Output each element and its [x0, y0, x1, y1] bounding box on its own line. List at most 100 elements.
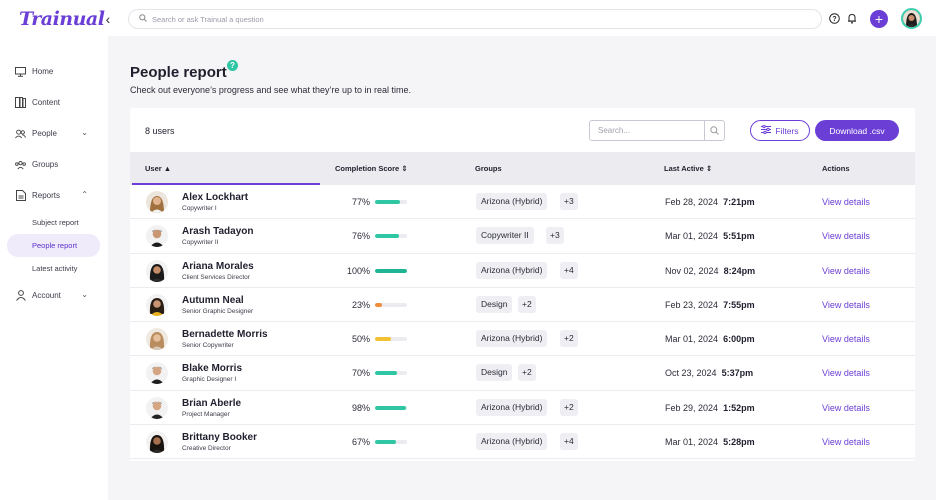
user-name[interactable]: Ariana Morales [182, 260, 254, 272]
main-content: People report ? Check out everyone’s pro… [108, 36, 936, 500]
filters-label: Filters [775, 125, 799, 136]
user-icon [15, 290, 26, 301]
plus-icon: + [874, 11, 884, 27]
avatar[interactable] [146, 431, 168, 454]
completion-percent: 100% [346, 265, 370, 276]
more-groups-chip[interactable]: +4 [560, 433, 578, 451]
user-name[interactable]: Alex Lockhart [182, 192, 249, 203]
avatar[interactable] [146, 259, 168, 282]
chevron-left-icon[interactable]: ‹ [105, 11, 111, 27]
completion-bar-fill [375, 302, 383, 307]
user-title: Graphic Designer I [182, 376, 237, 384]
group-chip: Design [476, 295, 513, 313]
avatar[interactable] [146, 225, 168, 248]
user-name[interactable]: Arash Tadayon [182, 226, 254, 238]
user-title: Copywriter II [182, 239, 219, 247]
user-title: Project Manager [182, 410, 230, 418]
table-row: Arash Tadayon Copywriter II 76% Copywriter … [130, 219, 915, 254]
last-active: Mar 01, 2024 5:28pm [665, 437, 755, 448]
last-active: Mar 01, 2024 5:51pm [665, 231, 755, 242]
view-details-link[interactable]: View details [822, 197, 870, 207]
sort-icon: ⇕ [705, 164, 713, 173]
view-details-link[interactable]: View details [822, 334, 870, 345]
table-row: Autumn Neal Senior Graphic Designer 23% Des… [130, 288, 915, 323]
avatar[interactable] [146, 362, 168, 385]
view-details-link[interactable]: View details [822, 368, 870, 379]
completion-bar-fill [375, 200, 400, 204]
user-name[interactable]: Brittany Booker [182, 432, 258, 444]
avatar[interactable] [146, 328, 168, 351]
more-groups-chip[interactable]: +3 [546, 227, 564, 245]
create-plus-button[interactable]: + [870, 10, 888, 28]
column-header-groups: Groups [475, 164, 502, 173]
more-groups-chip[interactable]: +3 [560, 193, 578, 210]
avatar[interactable] [146, 293, 168, 316]
groups-icon [15, 159, 26, 170]
completion-bar [375, 371, 407, 376]
user-title: Creative Director [182, 445, 231, 453]
group-chip: Design [476, 364, 513, 382]
sidebar-item-reports[interactable]: Reports ⌃ [0, 180, 108, 211]
view-details-link[interactable]: View details [822, 402, 870, 413]
global-search-input[interactable]: Search or ask Trainual a question [128, 9, 822, 29]
completion-bar-fill [375, 234, 400, 239]
filters-button[interactable]: Filters [750, 120, 810, 141]
user-name[interactable]: Bernadette Morris [182, 329, 268, 341]
view-details-link[interactable]: View details [822, 299, 870, 310]
sidebar-item-account[interactable]: Account ⌄ [0, 280, 108, 311]
sidebar-subitem-latest-activity[interactable]: Latest activity [32, 264, 78, 273]
completion-percent: 67% [351, 437, 370, 448]
sidebar-item-home[interactable]: Home [0, 56, 108, 87]
sort-icon: ⇕ [401, 164, 408, 173]
search-icon[interactable] [704, 121, 724, 140]
download-csv-button[interactable]: Download .csv [815, 120, 899, 141]
sidebar-item-people[interactable]: People ⌄ [0, 118, 108, 149]
more-groups-chip[interactable]: +2 [560, 398, 578, 416]
table-row: Brian Aberle Project Manager 98% Arizona (H… [130, 391, 915, 426]
profile-avatar[interactable] [901, 8, 922, 29]
group-chip: Copywriter II [476, 227, 534, 245]
sidebar-subitem-people-report[interactable]: People report [7, 234, 100, 257]
sidebar-item-content[interactable]: Content [0, 87, 108, 118]
avatar[interactable] [146, 396, 168, 419]
help-icon[interactable]: ? [827, 11, 841, 25]
last-active: Feb 28, 2024 7:21pm [665, 197, 755, 207]
completion-bar [375, 234, 407, 239]
user-name[interactable]: Autumn Neal [182, 294, 244, 306]
sidebar-item-label: Groups [32, 160, 59, 169]
completion-percent: 23% [351, 299, 370, 310]
user-name[interactable]: Blake Morris [182, 363, 243, 375]
table-row: Alex Lockhart Copywriter I 77% Arizona (Hyb… [130, 185, 915, 220]
column-header-user[interactable]: User ▲ [145, 164, 172, 173]
user-name[interactable]: Brian Aberle [182, 397, 242, 409]
sliders-icon [761, 124, 772, 136]
view-details-link[interactable]: View details [822, 437, 870, 448]
bell-icon[interactable] [845, 11, 859, 25]
completion-bar-fill [375, 405, 407, 410]
table-search-input[interactable]: Search... [589, 120, 725, 141]
view-details-link[interactable]: View details [822, 265, 870, 276]
chevron-down-icon[interactable]: ⌄ [81, 290, 88, 299]
more-groups-chip[interactable]: +2 [518, 364, 536, 382]
help-badge-icon[interactable]: ? [227, 60, 238, 71]
search-icon [139, 14, 147, 24]
table-row: Bernadette Morris Senior Copywriter 50% Ari… [130, 322, 915, 357]
sidebar-item-groups[interactable]: Groups [0, 149, 108, 180]
more-groups-chip[interactable]: +2 [560, 330, 578, 348]
page-subtitle: Check out everyone’s progress and see wh… [130, 85, 411, 95]
avatar[interactable] [146, 191, 168, 213]
sort-up-icon: ▲ [163, 164, 172, 173]
column-header-completion[interactable]: Completion Score ⇕ [335, 164, 408, 173]
more-groups-chip[interactable]: +4 [560, 261, 578, 279]
trainual-logo[interactable]: Trainual [19, 8, 105, 30]
chevron-up-icon[interactable]: ⌃ [81, 190, 88, 199]
chevron-down-icon[interactable]: ⌄ [81, 128, 88, 137]
more-groups-chip[interactable]: +2 [518, 295, 536, 313]
column-header-last-active[interactable]: Last Active ⇕ [664, 164, 713, 173]
last-active: Oct 23, 2024 5:37pm [665, 368, 754, 379]
page-title: People report [130, 64, 227, 81]
column-header-actions: Actions [822, 164, 850, 173]
group-chip: Arizona (Hybrid) [476, 330, 548, 348]
sidebar-subitem-subject-report[interactable]: Subject report [32, 218, 79, 227]
view-details-link[interactable]: View details [822, 231, 870, 242]
